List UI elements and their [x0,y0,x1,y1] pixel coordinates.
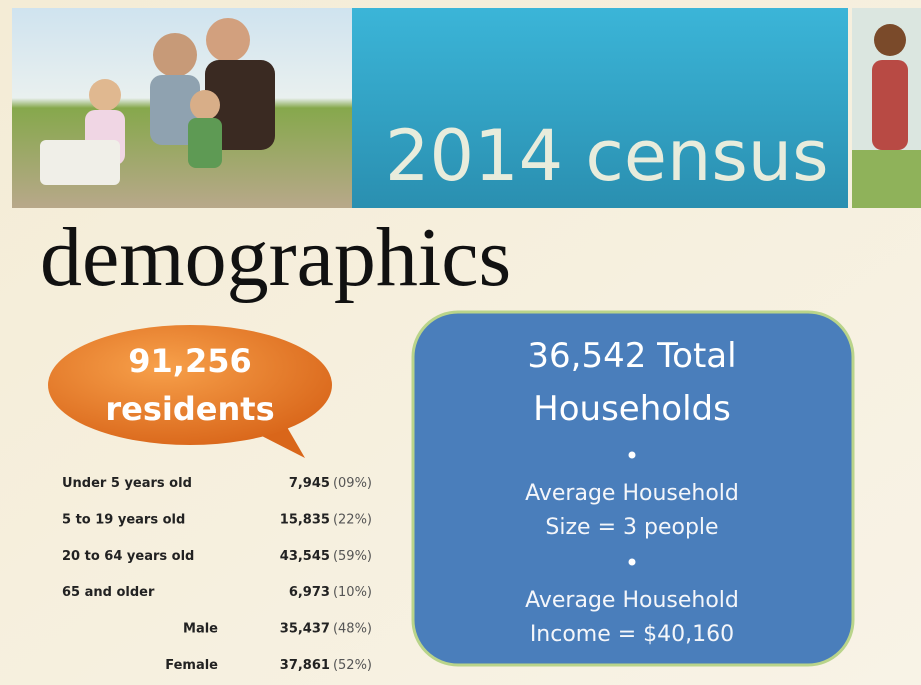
row-value: 35,437(48%) [280,622,372,637]
callout-line: 91,256 [128,342,251,380]
row-percent: (09%) [333,476,372,491]
households-title: 36,542 Total [527,336,736,376]
households-item: Average Household [525,481,739,506]
callout-line: residents [105,390,274,428]
row-percent: (52%) [333,658,372,673]
row-count: 15,835 [280,512,330,527]
households-item: Size = 3 people [545,515,718,540]
title: 2014 census [385,115,829,197]
row-label: Female [165,658,218,673]
row-label: 65 and older [62,585,155,600]
row-value: 15,835(22%) [280,512,372,527]
row-percent: (59%) [333,549,372,564]
households-item: Average Household [525,588,739,613]
row-value: 43,545(59%) [280,549,372,564]
row-label: Male [183,622,218,637]
households-title: Households [533,389,731,429]
row-count: 6,973 [289,585,330,600]
girl-photo [852,8,921,208]
row-count: 35,437 [280,622,330,637]
row-label: Under 5 years old [62,476,192,491]
row-label: 20 to 64 years old [62,549,194,564]
row-count: 37,861 [280,658,330,673]
subtitle: demographics [40,211,511,304]
slide: 2014 census demographics 91,256 resident… [0,0,921,685]
households-item: Income = $40,160 [530,622,734,647]
bullet [629,559,636,566]
row-percent: (48%) [333,622,372,637]
row-value: 37,861(52%) [280,658,372,673]
bullet [629,452,636,459]
row-label: 5 to 19 years old [62,512,185,527]
row-count: 43,545 [280,549,330,564]
row-count: 7,945 [289,476,330,491]
row-percent: (22%) [333,512,372,527]
row-percent: (10%) [333,585,372,600]
family-photo [12,8,352,208]
